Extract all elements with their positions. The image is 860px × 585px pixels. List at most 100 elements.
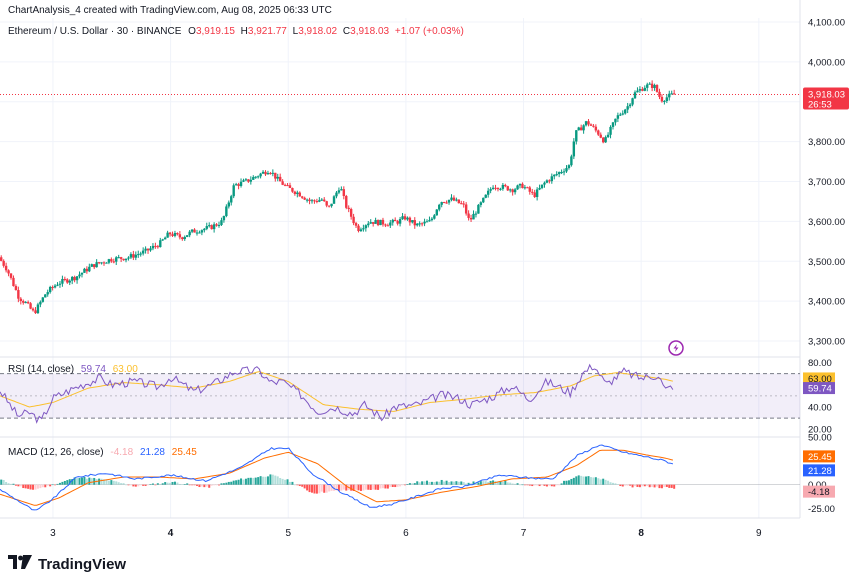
candle-up bbox=[430, 218, 434, 221]
date-tick-label: 5 bbox=[285, 528, 291, 539]
candle-up bbox=[212, 224, 216, 230]
candle-up bbox=[149, 248, 152, 251]
macd-histogram-bar bbox=[240, 478, 243, 485]
macd-value-badge bbox=[803, 450, 835, 463]
macd-histogram-bar bbox=[389, 484, 392, 487]
candle-down bbox=[323, 199, 326, 202]
macd-histogram-bar bbox=[134, 484, 137, 487]
macd-histogram-bar bbox=[450, 481, 453, 485]
macd-histogram-bar bbox=[359, 484, 362, 491]
candle-up bbox=[173, 232, 177, 236]
candle-down bbox=[22, 301, 25, 303]
rsi-line bbox=[0, 363, 674, 424]
macd-histogram-bar bbox=[296, 484, 299, 486]
candle-down bbox=[494, 187, 497, 189]
candle-down bbox=[496, 187, 500, 190]
macd-histogram-bar bbox=[545, 484, 548, 487]
macd-histogram-bar bbox=[323, 484, 326, 493]
macd-histogram-bar bbox=[171, 481, 174, 485]
price-tick-label: 3,500.00 bbox=[808, 257, 845, 268]
candle-down bbox=[63, 278, 67, 280]
macd-histogram-bar bbox=[39, 484, 42, 489]
close-value: 3,918.03 bbox=[350, 26, 389, 37]
macd-histogram-bar bbox=[577, 475, 580, 485]
candle-up bbox=[217, 224, 221, 226]
macd-histogram-bar bbox=[266, 476, 269, 485]
candle-up bbox=[626, 106, 629, 110]
candle-up bbox=[621, 113, 624, 115]
candle-up bbox=[188, 231, 191, 236]
candle-up bbox=[540, 184, 544, 188]
candle-down bbox=[73, 276, 76, 281]
macd-histogram-bar bbox=[369, 484, 372, 490]
candle-up bbox=[359, 229, 363, 232]
macd-histogram-bar bbox=[333, 484, 336, 491]
candle-down bbox=[658, 91, 661, 97]
candle-down bbox=[526, 187, 529, 189]
macd-histogram-bar bbox=[17, 484, 20, 487]
macd-value-badge-label: 25.45 bbox=[808, 452, 832, 463]
candle-up bbox=[663, 101, 666, 103]
lightning-icon[interactable] bbox=[668, 340, 684, 356]
candle-up bbox=[484, 194, 487, 198]
candle-up bbox=[337, 190, 341, 193]
candle-up bbox=[44, 294, 47, 298]
macd-histogram-bar bbox=[5, 482, 8, 485]
macd-histogram-bar bbox=[352, 484, 355, 491]
macd-legend: MACD (12, 26, close) -4.18 21.28 25.45 bbox=[8, 447, 197, 458]
candle-up bbox=[438, 204, 441, 210]
candle-down bbox=[193, 229, 196, 233]
macd-histogram-bar bbox=[80, 477, 83, 485]
tradingview-brand[interactable]: TradingView bbox=[8, 555, 126, 573]
candle-up bbox=[252, 177, 255, 180]
candle-up bbox=[572, 141, 576, 157]
candle-up bbox=[538, 187, 541, 190]
macd-histogram-bar bbox=[455, 481, 458, 485]
macd-histogram-bar bbox=[58, 482, 61, 485]
macd-histogram-bar bbox=[129, 484, 132, 486]
high-label: H bbox=[241, 26, 248, 37]
candle-down bbox=[237, 184, 240, 186]
candle-up bbox=[56, 284, 59, 286]
macd-histogram-bar bbox=[247, 477, 250, 485]
candle-up bbox=[491, 187, 495, 190]
candle-up bbox=[296, 192, 299, 194]
macd-histogram-bar bbox=[438, 481, 441, 485]
macd-hist-value: -4.18 bbox=[110, 447, 133, 458]
macd-histogram-bar bbox=[467, 482, 470, 485]
candle-up bbox=[369, 222, 372, 224]
macd-histogram-bar bbox=[428, 481, 431, 485]
candle-up bbox=[310, 200, 314, 202]
macd-histogram-bar bbox=[61, 481, 64, 485]
macd-histogram-bar bbox=[416, 481, 419, 485]
rsi-value-badge bbox=[803, 372, 835, 385]
macd-histogram-bar bbox=[125, 484, 128, 486]
macd-histogram-bar bbox=[105, 479, 108, 485]
macd-histogram-bar bbox=[528, 484, 531, 486]
candle-up bbox=[665, 97, 669, 102]
rsi-band bbox=[0, 373, 800, 419]
macd-histogram-bar bbox=[604, 479, 607, 485]
candle-down bbox=[650, 83, 654, 89]
macd-title: MACD (12, 26, close) bbox=[8, 447, 104, 458]
macd-histogram-bar bbox=[147, 484, 150, 486]
macd-histogram-bar bbox=[631, 484, 634, 488]
macd-histogram-bar bbox=[629, 484, 632, 486]
candle-up bbox=[141, 250, 145, 254]
candle-down bbox=[594, 126, 598, 131]
candle-up bbox=[643, 87, 646, 91]
macd-histogram-bar bbox=[181, 484, 184, 485]
date-tick-label: 7 bbox=[521, 528, 527, 539]
candle-down bbox=[274, 172, 277, 179]
candle-up bbox=[46, 292, 49, 295]
candle-up bbox=[41, 297, 45, 302]
candle-up bbox=[163, 237, 167, 240]
macd-histogram-bar bbox=[191, 484, 194, 486]
last-price-label: 3,918.03 bbox=[808, 90, 845, 101]
macd-histogram-bar bbox=[611, 482, 614, 485]
candle-down bbox=[146, 248, 150, 251]
candle-down bbox=[112, 261, 115, 263]
candle-up bbox=[39, 301, 42, 305]
macd-histogram-bar bbox=[286, 479, 289, 485]
candle-up bbox=[611, 122, 615, 127]
